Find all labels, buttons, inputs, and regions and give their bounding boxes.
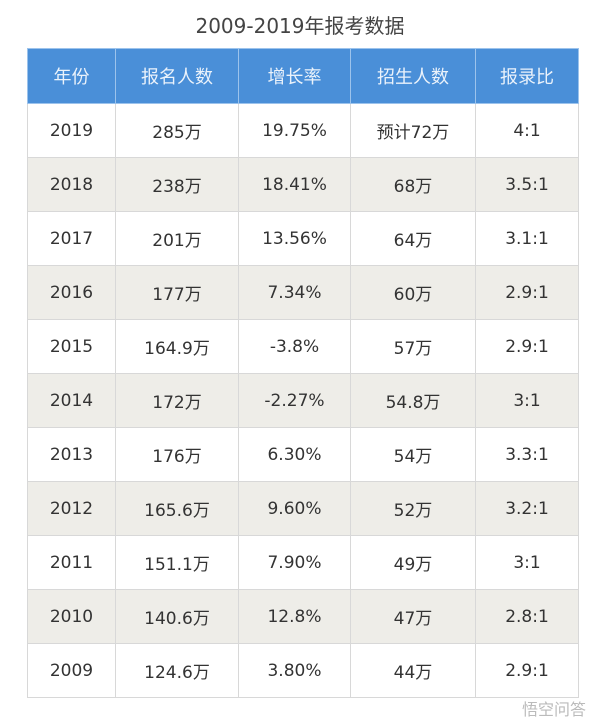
table-cell: 2017 [27,211,116,266]
table-cell: 44万 [350,643,476,698]
table-cell: 68万 [350,157,476,212]
table-cell: 2016 [27,265,116,320]
table-cell: 2009 [27,643,116,698]
table-cell: 164.9万 [115,319,239,374]
table-row: 2011 151.1万 7.90% 49万 3:1 [27,535,579,590]
table-cell: 54万 [350,427,476,482]
table-cell: -3.8% [238,319,351,374]
table-cell: 2012 [27,481,116,536]
table-cell: 47万 [350,589,476,644]
table-cell: 140.6万 [115,589,239,644]
column-header: 招生人数 [350,48,476,104]
column-header: 报录比 [475,48,579,104]
table-cell: 2.9:1 [475,265,579,320]
table-cell: 2011 [27,535,116,590]
table-cell: 7.90% [238,535,351,590]
table-cell: 49万 [350,535,476,590]
table-cell: 165.6万 [115,481,239,536]
page-title: 2009-2019年报考数据 [195,14,405,38]
column-header: 增长率 [238,48,351,104]
table-cell: 9.60% [238,481,351,536]
table-cell: -2.27% [238,373,351,428]
table-cell: 177万 [115,265,239,320]
table-cell: 13.56% [238,211,351,266]
table-row: 2014 172万 -2.27% 54.8万 3:1 [27,373,579,428]
column-header: 报名人数 [115,48,239,104]
table-cell: 3:1 [475,373,579,428]
table-cell: 151.1万 [115,535,239,590]
table-cell: 4:1 [475,103,579,158]
table-cell: 2013 [27,427,116,482]
watermark: 悟空问答 [521,700,586,719]
table-cell: 6.30% [238,427,351,482]
table-row: 2016 177万 7.34% 60万 2.9:1 [27,265,579,320]
header-row: 年份 报名人数 增长率 招生人数 报录比 [27,48,579,104]
table-cell: 12.8% [238,589,351,644]
table-cell: 3.5:1 [475,157,579,212]
table-cell: 60万 [350,265,476,320]
table-cell: 201万 [115,211,239,266]
table-cell: 3.3:1 [475,427,579,482]
table-cell: 18.41% [238,157,351,212]
table-cell: 176万 [115,427,239,482]
table-row: 2012 165.6万 9.60% 52万 3.2:1 [27,481,579,536]
table-row: 2015 164.9万 -3.8% 57万 2.9:1 [27,319,579,374]
table-cell: 124.6万 [115,643,239,698]
table-row: 2018 238万 18.41% 68万 3.5:1 [27,157,579,212]
table-cell: 285万 [115,103,239,158]
table-row: 2019 285万 19.75% 预计72万 4:1 [27,103,579,158]
table-cell: 3.80% [238,643,351,698]
table-cell: 3.2:1 [475,481,579,536]
table-row: 2013 176万 6.30% 54万 3.3:1 [27,427,579,482]
table-row: 2009 124.6万 3.80% 44万 2.9:1 [27,643,579,698]
table-cell: 64万 [350,211,476,266]
table-cell: 7.34% [238,265,351,320]
table-cell: 238万 [115,157,239,212]
table-cell: 172万 [115,373,239,428]
table-cell: 2.9:1 [475,643,579,698]
table-cell: 54.8万 [350,373,476,428]
table-cell: 2010 [27,589,116,644]
table-cell: 2.9:1 [475,319,579,374]
data-table: 年份 报名人数 增长率 招生人数 报录比 2019 285万 19.75% 预计72万 4:1 2… [27,48,579,698]
table-row: 2017 201万 13.56% 64万 3.1:1 [27,211,579,266]
table-cell: 3:1 [475,535,579,590]
table-cell: 预计72万 [350,103,476,158]
table-cell: 2018 [27,157,116,212]
table-cell: 2014 [27,373,116,428]
table-cell: 2.8:1 [475,589,579,644]
table-cell: 52万 [350,481,476,536]
table-cell: 2015 [27,319,116,374]
table-cell: 3.1:1 [475,211,579,266]
table-cell: 19.75% [238,103,351,158]
table-cell: 57万 [350,319,476,374]
table-cell: 2019 [27,103,116,158]
column-header: 年份 [27,48,116,104]
table-row: 2010 140.6万 12.8% 47万 2.8:1 [27,589,579,644]
